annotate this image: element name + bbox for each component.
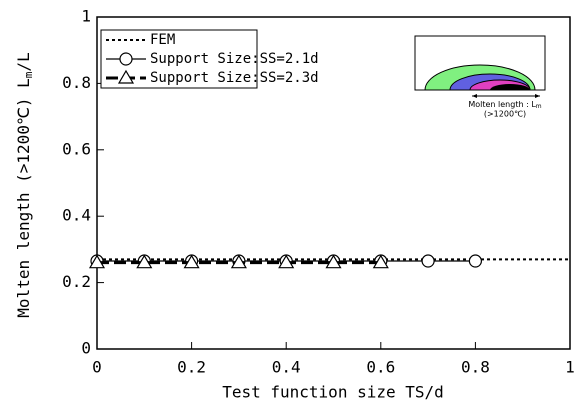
inset-label: Molten length : Lm — [468, 100, 541, 110]
y-tick-label: 0 — [81, 339, 91, 358]
y-label-end: /L — [14, 52, 33, 71]
inset: Molten length : Lm (>1200℃) — [414, 35, 546, 119]
point — [421, 254, 435, 268]
y-tick-label: 0.2 — [62, 272, 91, 291]
x-axis-label: Test function size TS/d — [222, 383, 444, 402]
y-axis-label: Molten length (>1200℃) Lm/L — [14, 52, 36, 317]
x-tick-label: 0.6 — [366, 358, 395, 377]
point — [136, 254, 153, 269]
x-tick-label: 0.2 — [177, 358, 206, 377]
y-label-main: Molten length (>1200℃) L — [14, 78, 33, 318]
y-tick-label: 0.8 — [62, 73, 91, 92]
legend-label: Support Size:SS=2.3d — [150, 70, 319, 86]
y-tick-label: 0.4 — [62, 206, 91, 225]
inset-note: (>1200℃) — [484, 110, 526, 119]
point — [372, 254, 389, 269]
y-label-sub: m — [22, 71, 35, 78]
x-tick-label: 0.4 — [272, 358, 301, 377]
x-tick-label: 0.8 — [461, 358, 490, 377]
point — [468, 254, 482, 268]
y-tick-label: 1 — [81, 7, 91, 26]
x-tick-label: 0 — [92, 358, 102, 377]
inset-zone — [490, 84, 530, 90]
inset-label-main: Molten length : L — [468, 100, 536, 109]
point — [230, 254, 247, 269]
legend-marker — [117, 69, 135, 84]
point — [278, 254, 295, 269]
y-tick-label: 0.6 — [62, 139, 91, 158]
point — [88, 254, 106, 269]
point — [183, 254, 200, 269]
legend-marker — [119, 52, 133, 66]
point — [325, 254, 342, 269]
legend: FEM Support Size:SS=2.1d Support Size:SS=2… — [100, 29, 319, 89]
legend-label: Support Size:SS=2.1d — [150, 51, 319, 67]
x-tick-label: 1 — [565, 358, 574, 377]
inset-label-sub: m — [536, 103, 542, 110]
legend-label: FEM — [150, 32, 175, 48]
plot-frame — [96, 16, 571, 350]
